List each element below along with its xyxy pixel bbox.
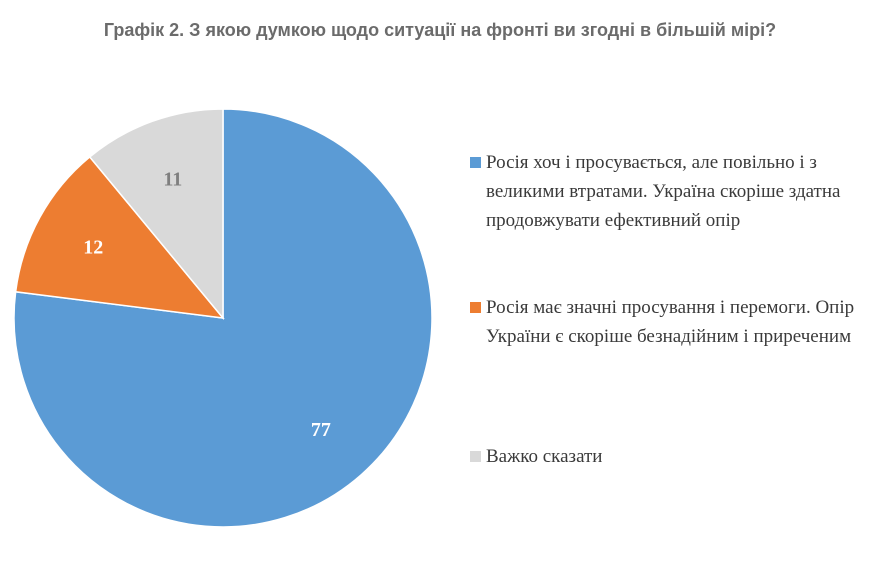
pie-slice-russia-slow <box>13 108 433 528</box>
legend-item-hard-to-say: Важко сказати <box>470 442 870 471</box>
legend-swatch <box>470 157 481 168</box>
pie-slice-russia-advancing <box>14 155 225 319</box>
chart-title: Графік 2. З якою думкою щодо ситуації на… <box>103 20 777 40</box>
pie-slice-hard-to-say <box>88 108 224 321</box>
pie-data-label: 77 <box>311 419 331 441</box>
legend-label: Росія має значні просування і перемоги. … <box>486 297 855 347</box>
legend-label: Росія хоч і просувається, але повільно і… <box>486 152 841 231</box>
pie-data-label: 11 <box>163 169 182 191</box>
legend-label: Важко сказати <box>486 446 603 467</box>
legend-swatch <box>470 302 481 313</box>
legend-swatch <box>470 451 481 462</box>
pie-data-label: 12 <box>83 237 103 259</box>
legend-item-russia-slow: Росія хоч і просувається, але повільно і… <box>470 148 870 235</box>
legend-item-russia-advancing: Росія має значні просування і перемоги. … <box>470 293 870 351</box>
